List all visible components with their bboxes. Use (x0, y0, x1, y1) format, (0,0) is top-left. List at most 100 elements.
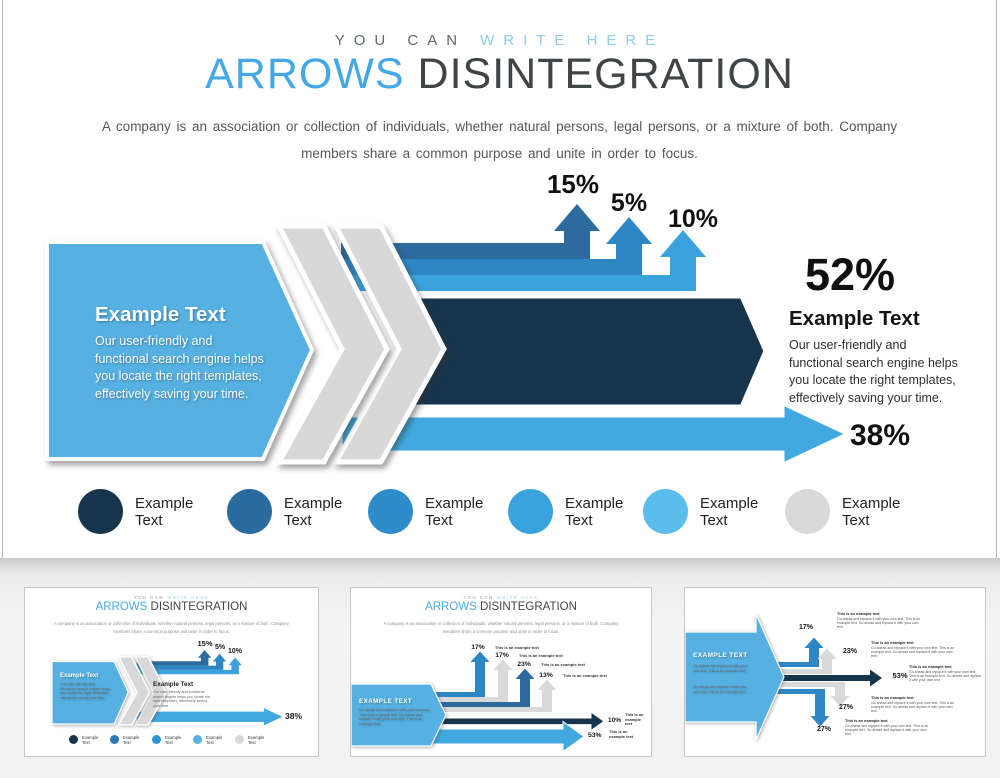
legend-dot (508, 489, 553, 534)
thumb3-pct: 23% (842, 648, 857, 655)
thumb2-chevron-title: EXAMPLE TEXT (359, 698, 413, 705)
legend-label-line: Example (565, 495, 624, 512)
eyebrow-left: YOU CAN (334, 32, 467, 49)
thumb1-up-arrow-5 (136, 653, 227, 670)
thumb3-pct: 27% (838, 704, 853, 711)
thumb1-legend-dot (193, 735, 202, 744)
legend-label: Example Text (842, 495, 901, 529)
thumbnail-slide-3[interactable]: EXAMPLE TEXT Go ahead and replace it wit… (684, 587, 986, 757)
thumb1-legend-label: Example Text (82, 735, 99, 745)
thumb1-legend-dot (152, 735, 161, 744)
thumb3-pct: 53% (892, 671, 908, 680)
thumb3-branch-heading: This is an example text (837, 611, 880, 616)
thumb-subtitle-line: A company is an association or collectio… (54, 621, 289, 626)
thumb1-diagram (51, 650, 283, 726)
thumb-subtitle-line: members share a common purpose and unite… (113, 629, 230, 634)
thumb2-callout-label: This is an example text (609, 729, 634, 739)
legend-dot (643, 489, 688, 534)
legend-label-line: Example (284, 495, 343, 512)
thumb3-arrow-title: EXAMPLE TEXT (693, 652, 748, 659)
thumb1-bottom-arrow-38 (136, 708, 283, 726)
eyebrow: YOU CAN WRITE HERE (3, 32, 996, 49)
thumb-title: ARROWS DISINTEGRATION (25, 601, 318, 613)
thumb2-pct: 13% (539, 672, 553, 679)
legend-label: Example Text (700, 495, 758, 529)
thumb2-chevron-body: Go ahead and replace it with your own te… (359, 708, 430, 727)
thumb1-mid-block-title: Example Text (153, 681, 194, 688)
thumb2-up-arrow-3 (411, 668, 535, 707)
thumb2-pct: 17% (471, 644, 485, 651)
thumb2-up-arrow-1 (411, 651, 490, 697)
legend-dot (368, 489, 413, 534)
subtitle-line-1: A company is an association or collectio… (101, 119, 898, 134)
thumb1-mid-block-body: Our user-friendly and functional search … (153, 690, 210, 708)
thumbnail-slide-2[interactable]: YOU CAN WRITE HERE ARROWS DISINTEGRATION … (350, 587, 652, 757)
legend-label-line: Text (425, 511, 453, 529)
gray-chevron-1 (274, 223, 390, 465)
thumb2-callout-label: This is an example text (625, 712, 644, 727)
thumb1-left-block-title: Example Text (60, 673, 99, 679)
thumbnail-slide-1[interactable]: YOU CAN WRITE HERE ARROWS DISINTEGRATION … (24, 587, 319, 757)
thumb-subtitle-line: A company is an association or collectio… (383, 621, 619, 626)
subtitle-line-2: members share a common purpose and unite… (301, 146, 698, 161)
main-slide-preview: YOU CAN WRITE HERE ARROWS DISINTEGRATION … (2, 0, 997, 559)
thumb3-right-arrow-navy (777, 669, 882, 687)
thumb1-up-arrow-10 (136, 657, 242, 675)
thumb3-branch-heading: This is an example text (871, 695, 914, 700)
thumb3-down-arrow-blue (773, 689, 830, 727)
thumb2-right-arrow-10 (410, 711, 605, 732)
legend-dot (78, 489, 123, 534)
thumb-title-accent: ARROWS (95, 601, 148, 613)
legend-dot (227, 489, 272, 534)
legend-label-line: Example (425, 495, 484, 512)
thumb3-up-arrow-gray (775, 648, 837, 674)
legend-dot (785, 489, 830, 534)
thumb2-callout-label: This is an example text (541, 661, 585, 667)
thumb1-legend-label: Example Text (248, 735, 265, 745)
left-block-body: Our user-friendly and functional search … (95, 334, 264, 401)
thumb-title-rest: DISINTEGRATION (150, 601, 248, 613)
legend-label: Example Text (425, 495, 484, 529)
thumb1-legend-label: Example Text (123, 735, 140, 745)
thumb2-diagram (351, 651, 605, 753)
thumb-title: ARROWS DISINTEGRATION (351, 601, 651, 613)
thumb3-pct: 17% (798, 624, 813, 631)
thumb3-branch-heading: This is an example text (909, 664, 952, 669)
legend-label: Example Text (565, 495, 624, 529)
thumb3-branch-block: This is an example text Go ahead and rep… (845, 718, 930, 736)
thumb3-big-arrow (685, 613, 785, 741)
thumb-eyebrow: YOU CAN WRITE HERE (351, 595, 651, 600)
thumb3-branch-block: This is an example text Go ahead and rep… (871, 695, 956, 714)
bottom-arrow-38-shape (339, 401, 851, 467)
thumb3-arrow-body-2: Go ahead and replace it with your own te… (693, 685, 747, 694)
legend-label-line: Example (842, 495, 901, 512)
thumb1-left-block-body: Our user-friendly and functional search … (60, 682, 110, 701)
thumb1-up-arrow-15 (136, 650, 212, 666)
thumb-subtitle-line: members share a common purpose and unite… (442, 629, 560, 634)
thumb3-down-arrow-gray (775, 682, 850, 707)
thumb-eyebrow: YOU CAN WRITE HERE (25, 595, 318, 600)
thumb3-branch-heading: This is an example text (871, 640, 914, 645)
up-arrow-15-shape (341, 204, 600, 259)
thumb1-gray-chevron-1 (117, 656, 151, 726)
thumb-eyebrow-left: YOU CAN (133, 595, 165, 600)
page-title: ARROWS DISINTEGRATION (3, 50, 996, 99)
up-arrow-10-shape (341, 230, 706, 291)
title-rest: DISINTEGRATION (417, 50, 794, 98)
thumb3-branch-body: Go ahead and replace it with your own te… (909, 669, 982, 683)
thumb-title-accent: ARROWS (425, 601, 477, 613)
gray-chevron-2 (331, 223, 447, 465)
thumb-eyebrow-right: WRITE HERE (167, 595, 210, 600)
thumb2-pct: 17% (495, 652, 509, 659)
thumb3-branch-body: Go ahead and replace it with your own te… (837, 616, 921, 630)
thumb2-callout-label: This is an example text (563, 672, 607, 678)
thumb1-pct-10: 10% (227, 647, 242, 655)
legend-label: Example Text (135, 495, 193, 529)
eyebrow-right: WRITE HERE (480, 32, 665, 49)
legend-label-line: Text (284, 511, 312, 529)
title-accent: ARROWS (205, 50, 405, 98)
thumb1-legend-dot (235, 735, 244, 744)
thumb1-legend-label: Example Text (206, 735, 223, 745)
thumb3-branch-body: Go ahead and replace it with your own te… (871, 700, 955, 714)
